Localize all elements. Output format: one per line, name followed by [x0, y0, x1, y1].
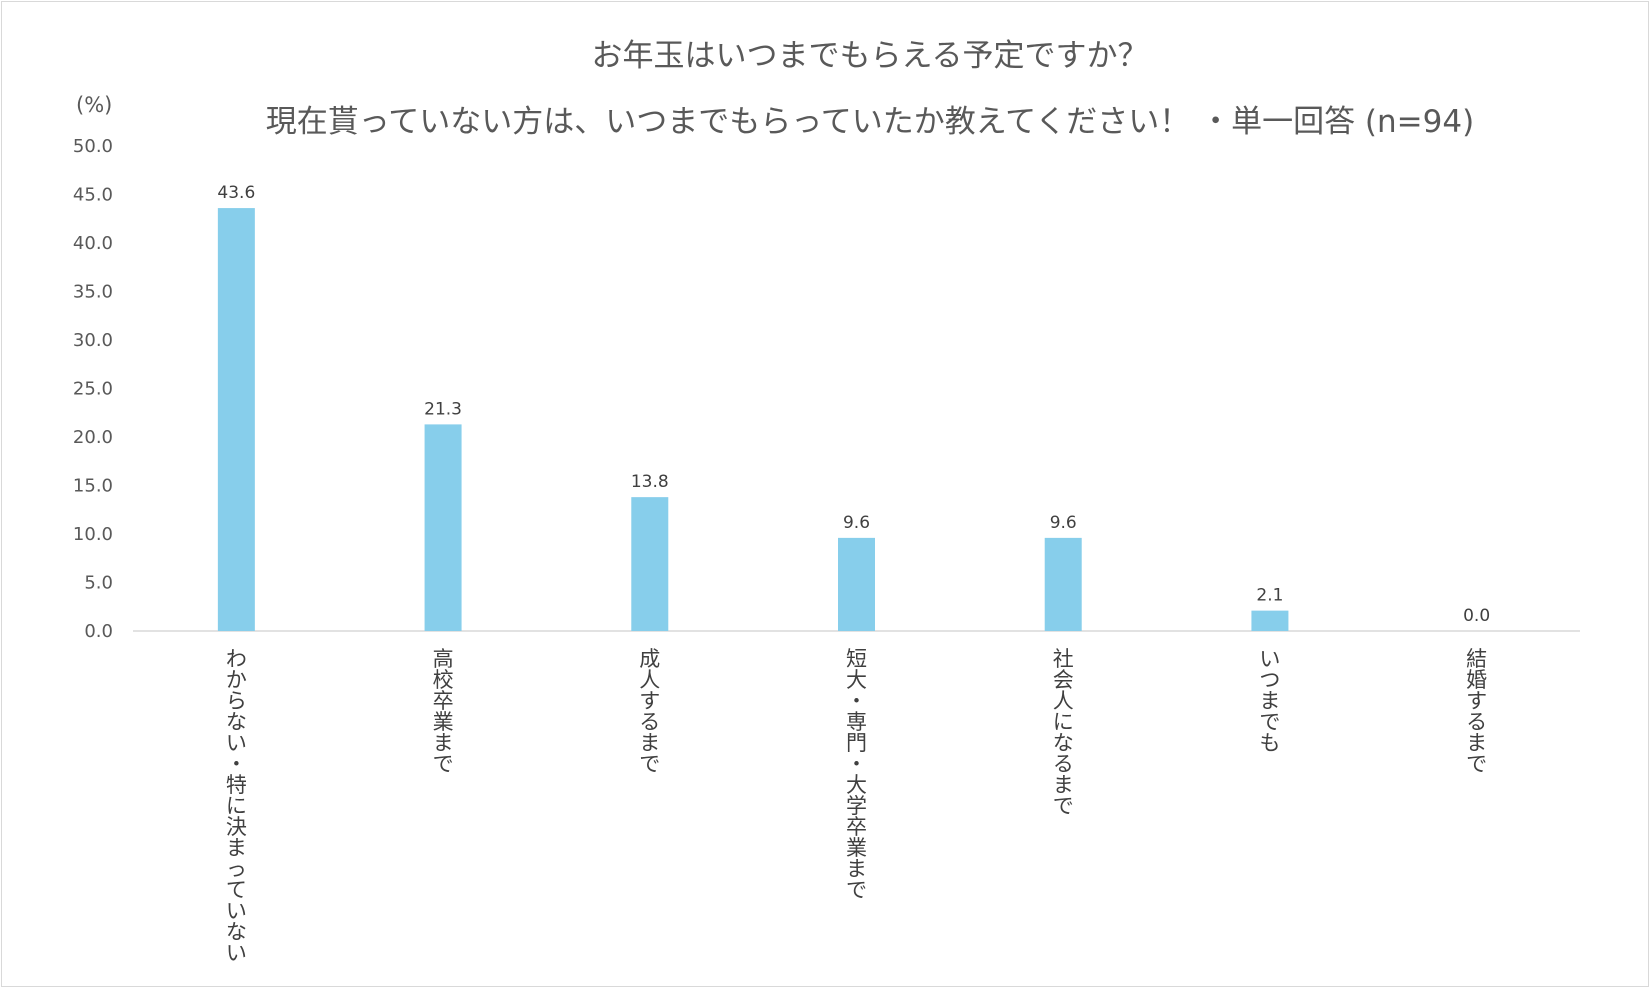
y-tick-label: 15.0	[73, 476, 113, 497]
chart-title: お年玉はいつまでもらえる予定ですか？	[591, 38, 1149, 74]
bar	[838, 537, 875, 631]
x-category-label: 社会人になるまで	[1053, 647, 1074, 818]
y-tick-label: 35.0	[73, 282, 113, 303]
bar	[1044, 537, 1082, 631]
data-label: 9.6	[1050, 513, 1077, 533]
y-tick-label: 30.0	[73, 330, 113, 351]
x-category-label: いつまでも	[1259, 647, 1280, 755]
x-category-label: 短大・専門・大学卒業まで	[846, 647, 867, 902]
data-label: 13.8	[631, 472, 669, 492]
y-tick-label: 10.0	[73, 524, 113, 545]
data-label: 21.3	[424, 399, 462, 419]
data-label: 2.1	[1256, 586, 1283, 606]
bar	[631, 497, 669, 631]
x-category-label: 結婚するまで	[1466, 647, 1487, 776]
x-category-label: わからない・特に決まっていない	[226, 647, 247, 965]
bar	[1251, 610, 1289, 631]
x-category-label: 成人するまで	[639, 647, 660, 776]
y-tick-label: 20.0	[73, 427, 113, 448]
data-label: 9.6	[843, 513, 870, 533]
chart-subtitle: 現在貰っていない方は、いつまでもらっていたか教えてください！ ・単一回答 (n=…	[265, 104, 1475, 140]
y-tick-label: 50.0	[73, 136, 113, 157]
bar	[424, 424, 462, 631]
bar	[217, 208, 255, 631]
data-label: 0.0	[1463, 606, 1490, 626]
y-tick-label: 40.0	[73, 233, 113, 254]
x-category-label: 高校卒業まで	[433, 647, 454, 776]
y-axis-unit-label: (%)	[76, 93, 113, 117]
y-tick-label: 45.0	[73, 185, 113, 206]
y-tick-label: 0.0	[84, 621, 113, 642]
y-tick-label: 5.0	[84, 573, 113, 594]
data-label: 43.6	[217, 183, 255, 203]
y-tick-label: 25.0	[73, 379, 113, 400]
